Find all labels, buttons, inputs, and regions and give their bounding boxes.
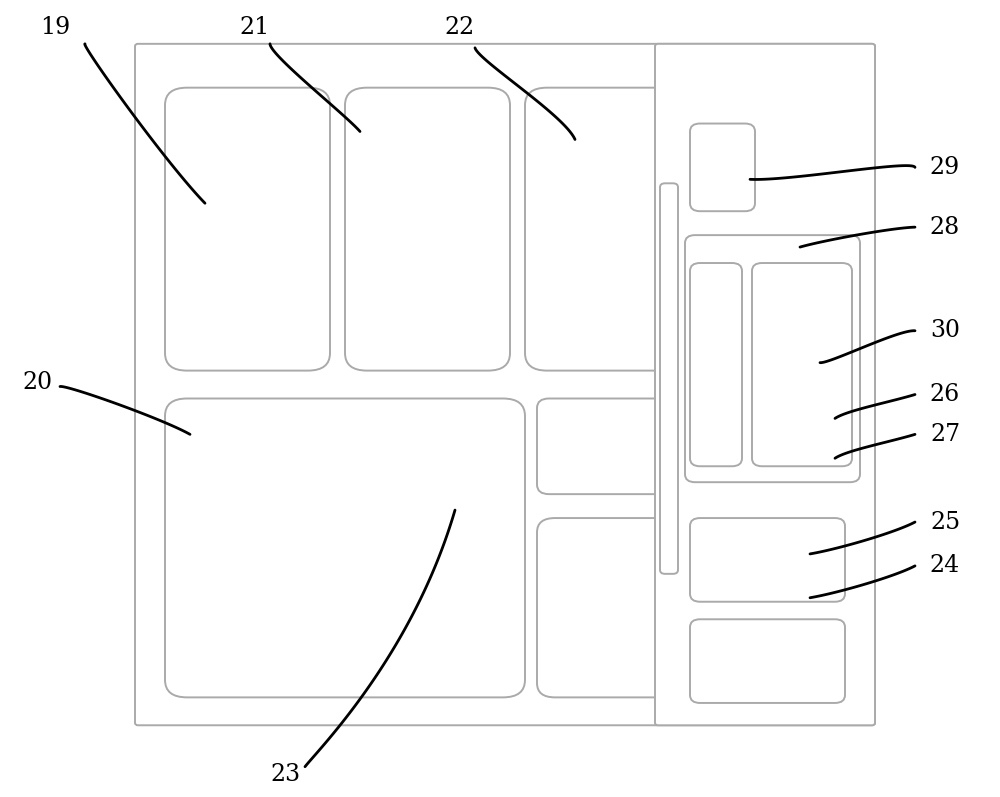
Text: 21: 21 [240, 17, 270, 39]
Text: 26: 26 [930, 383, 960, 406]
Text: 22: 22 [445, 17, 475, 39]
FancyBboxPatch shape [135, 44, 875, 725]
FancyBboxPatch shape [690, 263, 742, 466]
FancyBboxPatch shape [537, 398, 690, 494]
FancyBboxPatch shape [685, 235, 860, 482]
FancyBboxPatch shape [537, 518, 690, 697]
Text: 28: 28 [930, 216, 960, 238]
FancyBboxPatch shape [655, 44, 875, 725]
Text: 24: 24 [930, 555, 960, 577]
FancyBboxPatch shape [660, 183, 678, 574]
Text: 25: 25 [930, 511, 960, 533]
FancyBboxPatch shape [690, 619, 845, 703]
FancyBboxPatch shape [752, 263, 852, 466]
Text: 20: 20 [23, 371, 53, 394]
Text: 19: 19 [40, 17, 70, 39]
FancyBboxPatch shape [165, 88, 330, 371]
FancyBboxPatch shape [345, 88, 510, 371]
Text: 23: 23 [270, 764, 300, 786]
FancyBboxPatch shape [165, 398, 525, 697]
Text: 30: 30 [930, 320, 960, 342]
FancyBboxPatch shape [525, 88, 690, 371]
Text: 27: 27 [930, 423, 960, 446]
FancyBboxPatch shape [690, 518, 845, 602]
FancyBboxPatch shape [690, 124, 755, 211]
Text: 29: 29 [930, 156, 960, 179]
